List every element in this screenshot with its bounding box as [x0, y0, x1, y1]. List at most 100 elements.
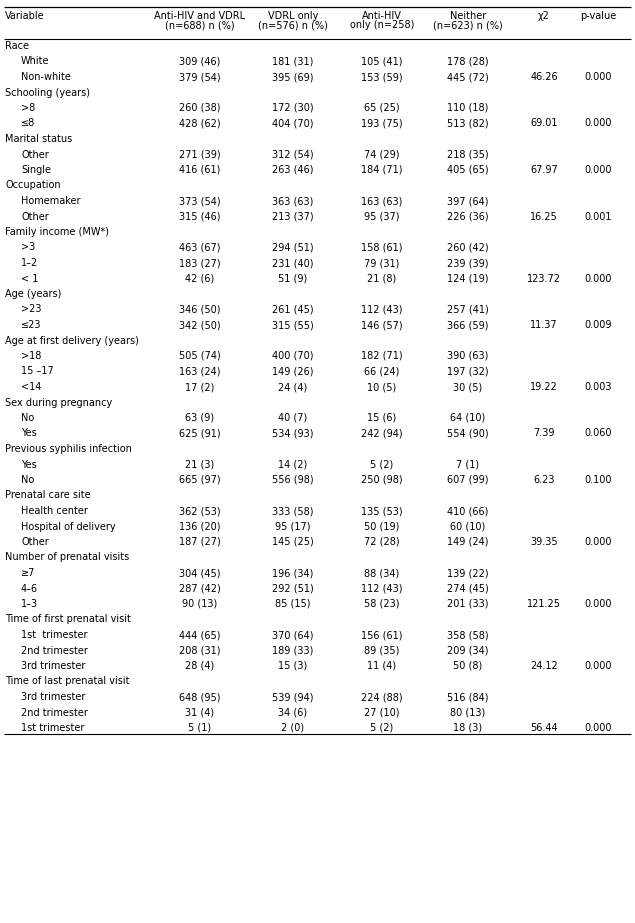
Text: 416 (61): 416 (61) — [179, 165, 221, 175]
Text: 11.37: 11.37 — [530, 320, 558, 330]
Text: 0.001: 0.001 — [584, 211, 612, 222]
Text: 184 (71): 184 (71) — [361, 165, 403, 175]
Text: 15 (3): 15 (3) — [278, 661, 307, 671]
Text: >8: >8 — [21, 103, 36, 113]
Text: Prenatal care site: Prenatal care site — [5, 490, 91, 500]
Text: 39.35: 39.35 — [530, 537, 558, 547]
Text: Age (years): Age (years) — [5, 289, 62, 299]
Text: 556 (98): 556 (98) — [272, 475, 314, 485]
Text: 1–3: 1–3 — [21, 599, 38, 609]
Text: 183 (27): 183 (27) — [179, 258, 221, 268]
Text: Variable: Variable — [5, 11, 44, 21]
Text: 261 (45): 261 (45) — [272, 305, 314, 315]
Text: 2nd trimester: 2nd trimester — [21, 645, 88, 655]
Text: 89 (35): 89 (35) — [364, 645, 399, 655]
Text: χ2: χ2 — [538, 11, 550, 21]
Text: 242 (94): 242 (94) — [361, 428, 403, 438]
Text: 373 (54): 373 (54) — [179, 196, 221, 206]
Text: 505 (74): 505 (74) — [179, 351, 221, 361]
Text: 5 (2): 5 (2) — [370, 460, 394, 470]
Text: 534 (93): 534 (93) — [272, 428, 314, 438]
Text: ≤23: ≤23 — [21, 320, 41, 330]
Text: 14 (2): 14 (2) — [278, 460, 307, 470]
Text: Schooling (years): Schooling (years) — [5, 88, 90, 98]
Text: 312 (54): 312 (54) — [272, 150, 314, 160]
Text: 554 (90): 554 (90) — [447, 428, 489, 438]
Text: 163 (63): 163 (63) — [361, 196, 403, 206]
Text: 346 (50): 346 (50) — [179, 305, 221, 315]
Text: 2nd trimester: 2nd trimester — [21, 708, 88, 717]
Text: Hospital of delivery: Hospital of delivery — [21, 521, 116, 532]
Text: 65 (25): 65 (25) — [364, 103, 400, 113]
Text: 1st trimester: 1st trimester — [21, 723, 84, 733]
Text: 625 (91): 625 (91) — [179, 428, 221, 438]
Text: 189 (33): 189 (33) — [272, 645, 314, 655]
Text: 79 (31): 79 (31) — [364, 258, 399, 268]
Text: 400 (70): 400 (70) — [272, 351, 314, 361]
Text: No: No — [21, 413, 34, 423]
Text: Previous syphilis infection: Previous syphilis infection — [5, 444, 132, 454]
Text: 90 (13): 90 (13) — [182, 599, 218, 609]
Text: 58 (23): 58 (23) — [364, 599, 400, 609]
Text: 379 (54): 379 (54) — [179, 72, 221, 82]
Text: 67.97: 67.97 — [530, 165, 558, 175]
Text: 112 (43): 112 (43) — [361, 583, 403, 593]
Text: Non-white: Non-white — [21, 72, 71, 82]
Text: 260 (38): 260 (38) — [179, 103, 221, 113]
Text: Yes: Yes — [21, 428, 37, 438]
Text: 333 (58): 333 (58) — [272, 506, 314, 516]
Text: 85 (15): 85 (15) — [275, 599, 311, 609]
Text: 178 (28): 178 (28) — [447, 56, 489, 66]
Text: 362 (53): 362 (53) — [179, 506, 221, 516]
Text: 0.000: 0.000 — [584, 537, 612, 547]
Text: <14: <14 — [21, 382, 41, 392]
Text: 539 (94): 539 (94) — [272, 692, 314, 702]
Text: Race: Race — [5, 41, 29, 51]
Text: 315 (55): 315 (55) — [272, 320, 314, 330]
Text: 112 (43): 112 (43) — [361, 305, 403, 315]
Text: 0.000: 0.000 — [584, 599, 612, 609]
Text: 11 (4): 11 (4) — [368, 661, 397, 671]
Text: 149 (26): 149 (26) — [272, 366, 314, 377]
Text: Anti-HIV: Anti-HIV — [362, 11, 402, 21]
Text: 5 (1): 5 (1) — [189, 723, 211, 733]
Text: Marital status: Marital status — [5, 134, 72, 144]
Text: 181 (31): 181 (31) — [272, 56, 314, 66]
Text: 395 (69): 395 (69) — [272, 72, 314, 82]
Text: 196 (34): 196 (34) — [272, 568, 314, 578]
Text: 292 (51): 292 (51) — [272, 583, 314, 593]
Text: 397 (64): 397 (64) — [447, 196, 489, 206]
Text: White: White — [21, 56, 50, 66]
Text: 197 (32): 197 (32) — [447, 366, 489, 377]
Text: 158 (61): 158 (61) — [361, 243, 403, 253]
Text: 410 (66): 410 (66) — [447, 506, 489, 516]
Text: 0.009: 0.009 — [584, 320, 612, 330]
Text: 88 (34): 88 (34) — [364, 568, 399, 578]
Text: 7.39: 7.39 — [533, 428, 555, 438]
Text: Anti-HIV and VDRL: Anti-HIV and VDRL — [154, 11, 246, 21]
Text: 358 (58): 358 (58) — [447, 630, 489, 640]
Text: 15 –17: 15 –17 — [21, 366, 54, 377]
Text: 363 (63): 363 (63) — [272, 196, 314, 206]
Text: 163 (24): 163 (24) — [179, 366, 221, 377]
Text: 208 (31): 208 (31) — [179, 645, 221, 655]
Text: Other: Other — [21, 537, 49, 547]
Text: 105 (41): 105 (41) — [361, 56, 403, 66]
Text: 607 (99): 607 (99) — [447, 475, 489, 485]
Text: 4–6: 4–6 — [21, 583, 38, 593]
Text: 0.000: 0.000 — [584, 273, 612, 283]
Text: 135 (53): 135 (53) — [361, 506, 403, 516]
Text: 21 (8): 21 (8) — [368, 273, 397, 283]
Text: 187 (27): 187 (27) — [179, 537, 221, 547]
Text: 18 (3): 18 (3) — [453, 723, 483, 733]
Text: 3rd trimester: 3rd trimester — [21, 692, 85, 702]
Text: 42 (6): 42 (6) — [185, 273, 215, 283]
Text: 1–2: 1–2 — [21, 258, 38, 268]
Text: 309 (46): 309 (46) — [179, 56, 221, 66]
Text: Time of first prenatal visit: Time of first prenatal visit — [5, 615, 131, 625]
Text: 50 (19): 50 (19) — [364, 521, 399, 532]
Text: 405 (65): 405 (65) — [447, 165, 489, 175]
Text: 0.003: 0.003 — [584, 382, 612, 392]
Text: Family income (MW*): Family income (MW*) — [5, 227, 109, 237]
Text: 390 (63): 390 (63) — [447, 351, 489, 361]
